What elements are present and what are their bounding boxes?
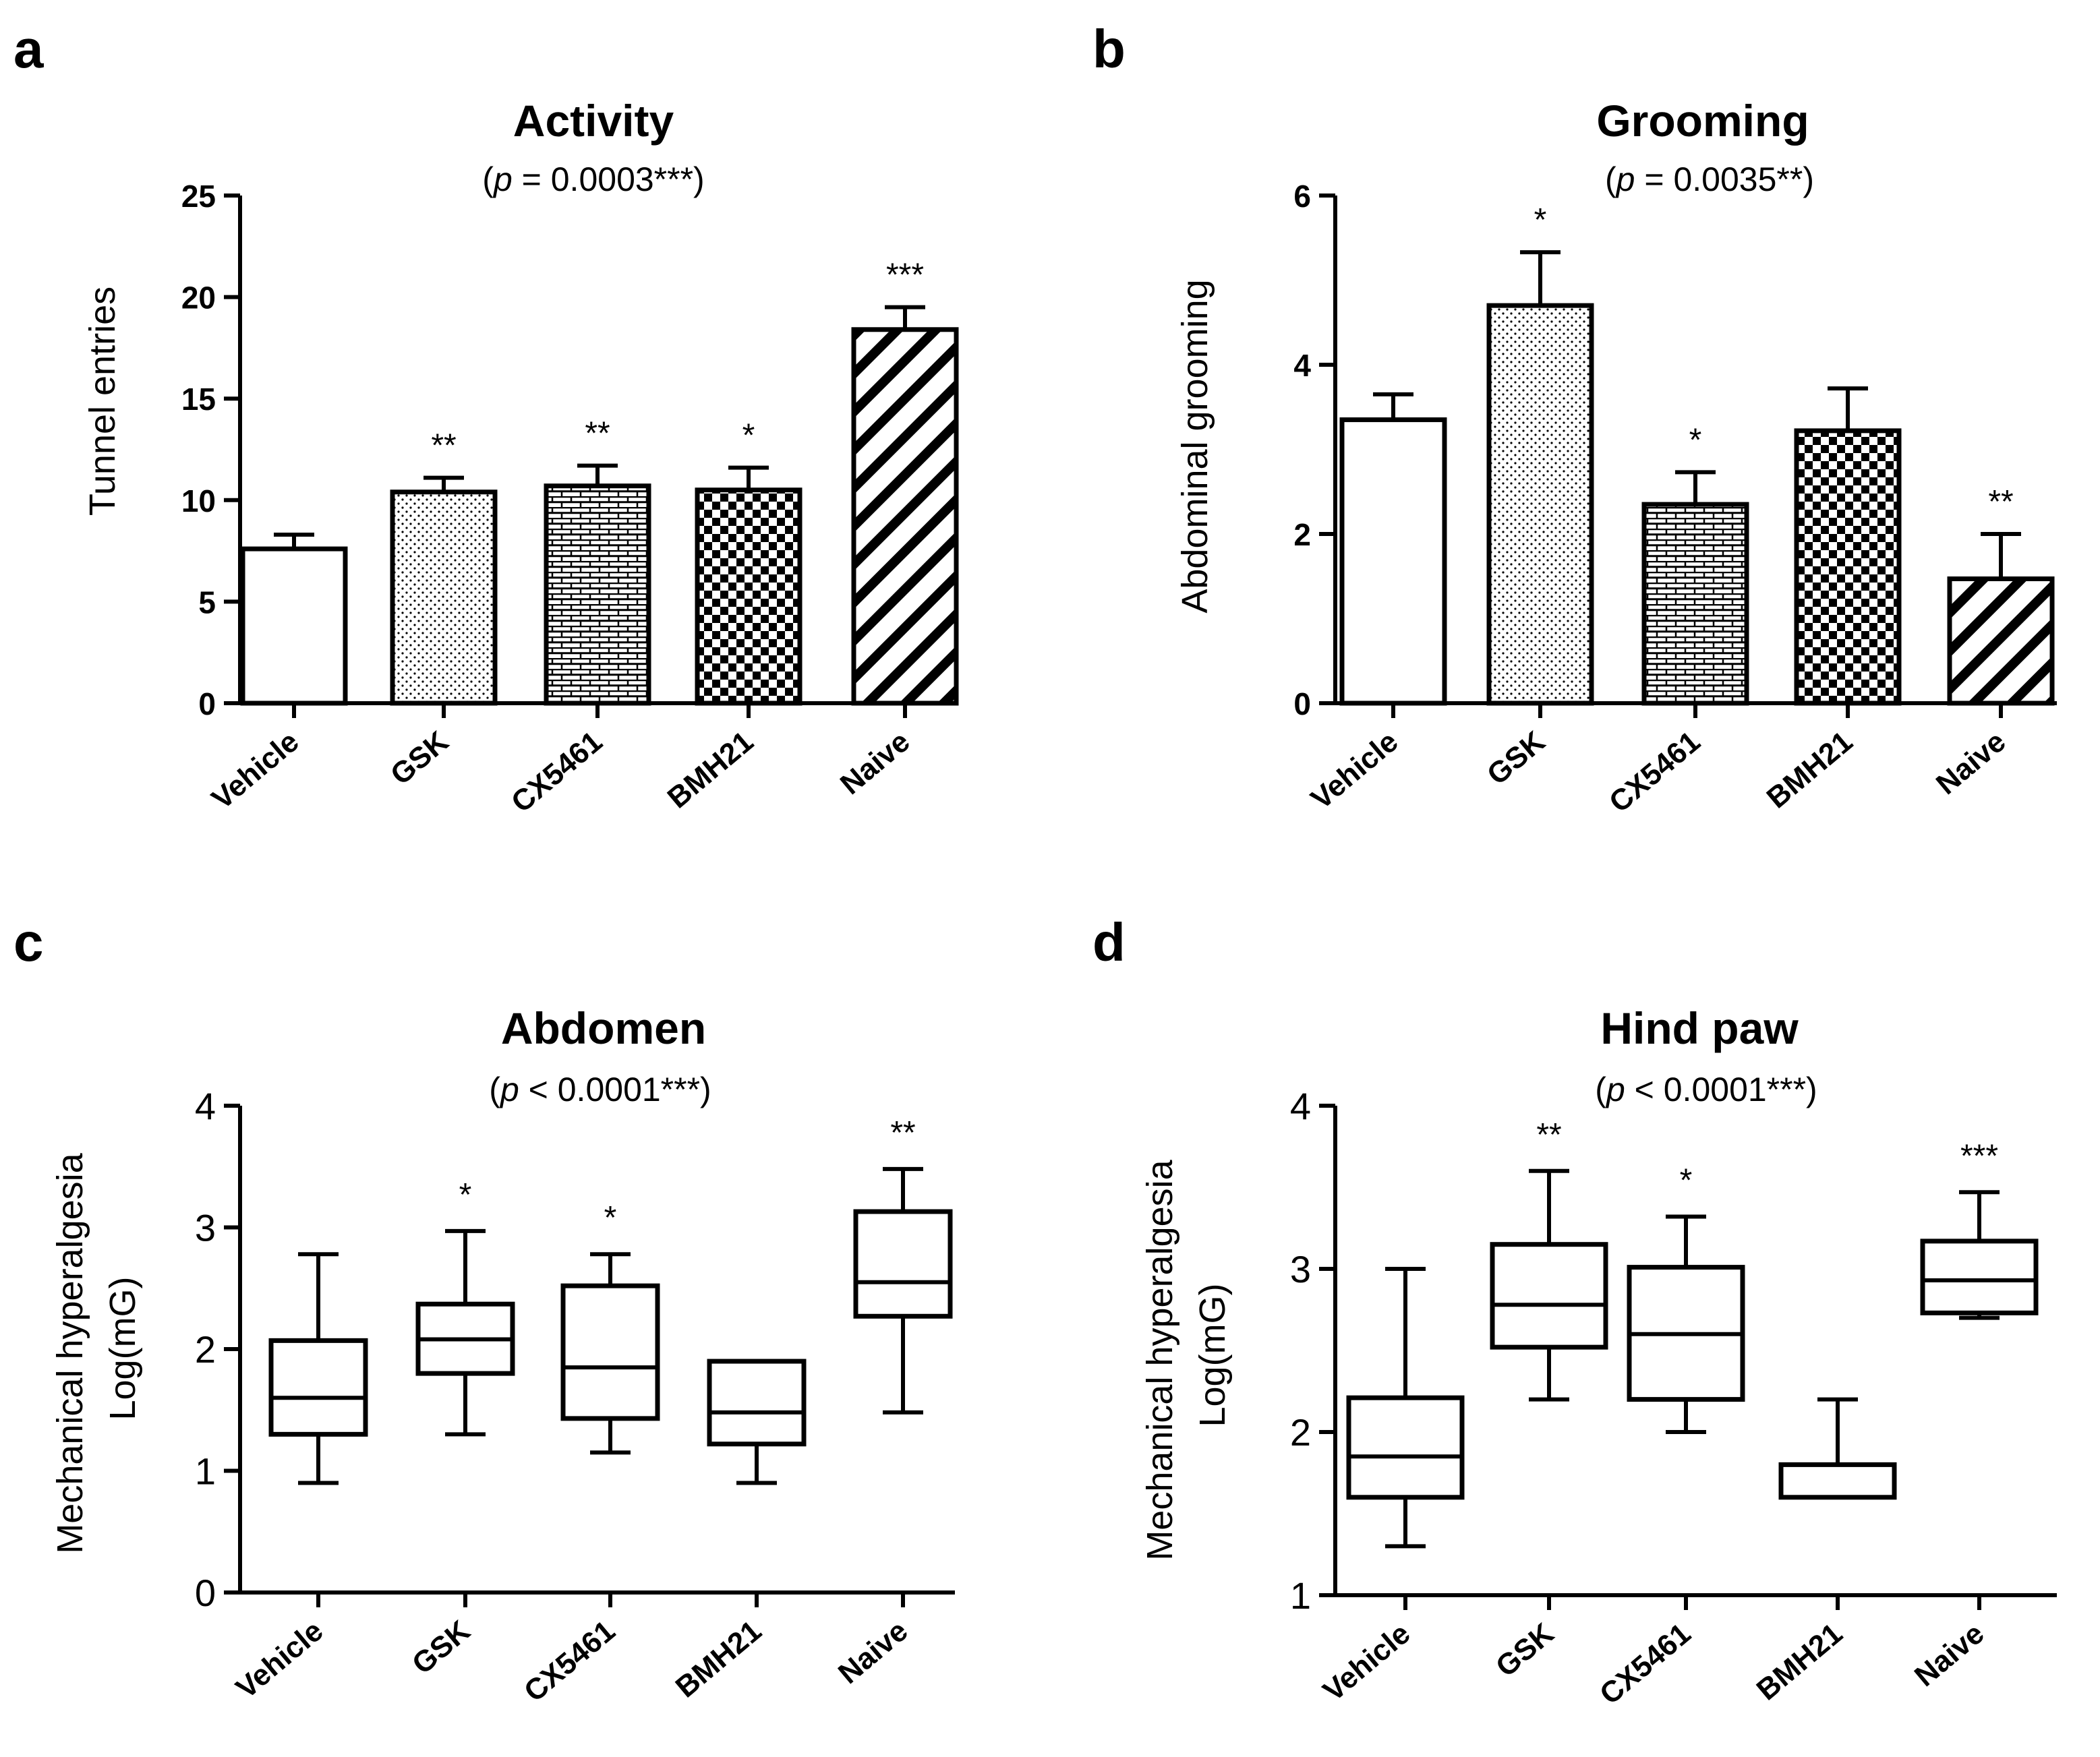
bar	[1339, 417, 1447, 706]
panel-letter: b	[1092, 19, 1126, 79]
y-tick-label: 4	[1293, 348, 1311, 383]
y-axis-label: Abdominal grooming	[1175, 279, 1215, 613]
box	[853, 1209, 953, 1319]
p-value: (p < 0.0001***)	[489, 1071, 711, 1108]
y-tick-label: 15	[181, 382, 216, 417]
significance-label: ***	[886, 258, 924, 293]
box	[707, 1359, 807, 1447]
y-tick-label: 4	[195, 1085, 216, 1127]
chart-title: Activity	[513, 96, 674, 146]
significance-label: **	[1536, 1117, 1561, 1153]
significance-label: ***	[1960, 1138, 1998, 1174]
significance-label: *	[1534, 202, 1547, 238]
y-tick-label: 5	[198, 585, 216, 620]
bar	[544, 483, 651, 706]
y-axis-label: Mechanical hyperalgesia Log(mG)	[1140, 1150, 1233, 1560]
box	[268, 1338, 368, 1437]
y-tick-label: 20	[181, 280, 216, 316]
chart-title: Abdomen	[501, 1003, 706, 1053]
y-tick-label: 0	[195, 1572, 216, 1614]
significance-label: *	[459, 1177, 472, 1213]
x-tick-label: GSK	[1490, 1617, 1561, 1684]
x-tick-label: Vehicle	[1305, 725, 1405, 816]
y-tick-label: 25	[181, 179, 216, 214]
x-tick-label: Vehicle	[1317, 1617, 1417, 1708]
significance-label: **	[1988, 484, 2013, 520]
box	[560, 1283, 660, 1421]
bar	[240, 546, 348, 706]
significance-label: **	[890, 1115, 915, 1151]
chart-title: Hind paw	[1600, 1003, 1799, 1053]
significance-label: **	[431, 428, 456, 464]
bar	[1794, 428, 1902, 706]
y-tick-label: 3	[1290, 1248, 1311, 1290]
x-tick-label: GSK	[1481, 725, 1552, 792]
x-tick-label: BMH21	[662, 725, 760, 814]
y-tick-label: 6	[1293, 179, 1311, 214]
box	[1920, 1239, 2039, 1315]
x-tick-label: CX5461	[505, 725, 608, 819]
bar	[695, 487, 803, 706]
bar	[1486, 303, 1594, 706]
panel-letter: c	[13, 912, 44, 972]
y-axis-label-line: Mechanical hyperalgesia	[1140, 1159, 1180, 1560]
panel-a: a Activity (p = 0.0003***) Tunnel entrie…	[13, 19, 959, 819]
box	[1490, 1242, 1608, 1350]
x-tick-label: BMH21	[670, 1614, 768, 1704]
x-tick-label: Vehicle	[206, 725, 305, 816]
y-tick-label: 0	[198, 686, 216, 721]
y-tick-label: 0	[1293, 686, 1311, 721]
x-tick-label: Naive	[1908, 1617, 1990, 1693]
y-axis-label-line: Log(mG)	[1192, 1283, 1233, 1427]
y-tick-label: 4	[1290, 1085, 1311, 1127]
bar	[390, 489, 498, 706]
x-tick-label: Naive	[834, 725, 916, 801]
panel-c: c Abdomen (p < 0.0001***) Mechanical hyp…	[13, 912, 955, 1708]
x-tick-label: BMH21	[1751, 1617, 1849, 1706]
panel-d: d Hind paw (p < 0.0001***) Mechanical hy…	[1092, 912, 2057, 1711]
y-tick-label: 3	[195, 1207, 216, 1249]
p-value: (p = 0.0035**)	[1605, 160, 1814, 198]
y-tick-label: 2	[1290, 1411, 1311, 1454]
box	[1778, 1462, 1897, 1500]
y-tick-label: 1	[195, 1450, 216, 1493]
x-tick-label: CX5461	[1603, 725, 1706, 819]
y-axis-label-line: Mechanical hyperalgesia	[50, 1152, 90, 1553]
x-tick-label: GSK	[384, 725, 455, 792]
panel-letter: a	[13, 19, 44, 79]
box	[1346, 1395, 1465, 1500]
y-axis-label-line: Log(mG)	[103, 1276, 143, 1420]
x-tick-label: CX5461	[1594, 1617, 1697, 1711]
significance-label: **	[585, 416, 610, 452]
x-tick-label: GSK	[406, 1614, 477, 1681]
x-tick-label: Naive	[832, 1614, 914, 1690]
chart-title: Grooming	[1596, 96, 1809, 146]
y-tick-label: 1	[1290, 1574, 1311, 1617]
significance-label: *	[742, 418, 755, 454]
panel-letter: d	[1092, 912, 1126, 972]
panel-b: b Grooming (p = 0.0035**) Abdominal groo…	[1092, 19, 2057, 819]
p-value: (p = 0.0003***)	[482, 160, 704, 198]
significance-label: *	[604, 1200, 617, 1236]
bar	[1947, 576, 2055, 706]
y-axis-label: Mechanical hyperalgesia Log(mG)	[50, 1143, 143, 1553]
p-value: (p < 0.0001***)	[1595, 1071, 1817, 1108]
x-tick-label: CX5461	[518, 1614, 621, 1708]
x-tick-label: Naive	[1930, 725, 2012, 801]
x-tick-label: Vehicle	[230, 1614, 330, 1705]
bar	[851, 327, 959, 706]
y-tick-label: 2	[1293, 517, 1311, 552]
significance-label: *	[1680, 1163, 1693, 1199]
x-tick-label: BMH21	[1761, 725, 1859, 814]
y-axis-label: Tunnel entries	[82, 287, 123, 516]
bar	[1641, 502, 1749, 706]
y-tick-label: 2	[195, 1328, 216, 1371]
significance-label: *	[1689, 422, 1702, 458]
y-tick-label: 10	[181, 483, 216, 518]
